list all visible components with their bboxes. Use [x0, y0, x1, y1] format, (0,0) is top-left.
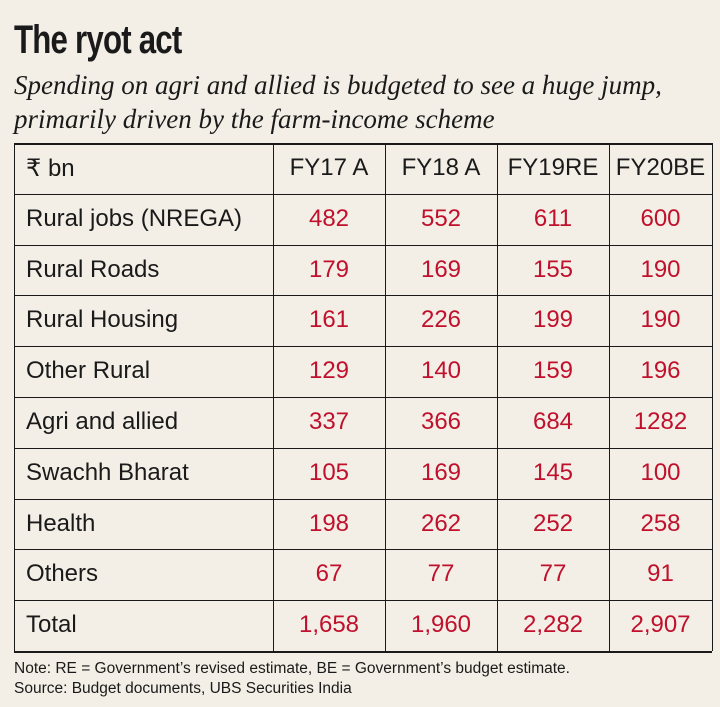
table-cell-value: 600 [640, 205, 681, 232]
table-cell-value: 190 [640, 256, 681, 283]
note-text: Note: RE = Government’s revised estimate… [14, 660, 570, 677]
table-row-rule [14, 143, 712, 145]
table-row-rule [14, 346, 712, 347]
table-cell-value: 337 [308, 408, 350, 435]
column-header: FY17 A [289, 154, 369, 181]
table-row-rule [14, 600, 712, 601]
row-label: Agri and allied [26, 408, 179, 435]
table-column-rule [14, 143, 15, 651]
table-cell-value: 2,282 [522, 611, 584, 638]
table-cell-value: 611 [533, 205, 573, 232]
table-row-rule [14, 448, 712, 449]
table-cell-value: 105 [308, 459, 350, 486]
table-cell-value: 252 [532, 510, 574, 537]
table-cell-value: 159 [532, 357, 574, 384]
column-header: FY20BE [615, 154, 706, 181]
table-cell-value: 155 [532, 256, 574, 283]
table-cell-value: 198 [308, 510, 350, 537]
table-cell-value: 100 [640, 459, 681, 486]
table-row-rule [14, 549, 712, 550]
table-cell-value: 77 [427, 560, 455, 587]
table-cell-value: 169 [420, 256, 462, 283]
table-row-rule [14, 245, 712, 246]
table-cell-value: 91 [647, 560, 674, 587]
row-label: Swachh Bharat [26, 459, 189, 486]
table-row-rule [14, 194, 712, 195]
table-column-rule [497, 143, 498, 651]
table-cell-value: 196 [640, 357, 681, 384]
row-label: Rural jobs (NREGA) [26, 205, 243, 232]
table-cell-value: 366 [420, 408, 462, 435]
table-row-rule [14, 499, 712, 500]
table-cell-value: 552 [420, 205, 462, 232]
table-cell-value: 199 [532, 306, 574, 333]
table-column-rule [385, 143, 386, 651]
chart-subtitle: Spending on agri and allied is budgeted … [14, 70, 662, 134]
table-cell-value: 1,960 [410, 611, 472, 638]
table-cell-value: 684 [532, 408, 574, 435]
row-label: Others [26, 560, 99, 587]
table-cell-value: 190 [640, 306, 681, 333]
source-text: Source: Budget documents, UBS Securities… [14, 680, 352, 697]
table-cell-value: 262 [420, 510, 462, 537]
table-cell-value: 77 [539, 560, 567, 587]
table-cell-value: 129 [308, 357, 350, 384]
table-cell-value: 179 [308, 256, 350, 283]
table-cell-value: 1282 [633, 408, 688, 435]
table-cell-value: 67 [315, 560, 343, 587]
table-column-rule [609, 143, 610, 651]
row-label: Total [26, 611, 77, 638]
row-label: Rural Roads [26, 256, 160, 283]
row-label: Other Rural [26, 357, 151, 384]
row-label: Health [26, 510, 96, 537]
chart-title: The ryot act [14, 18, 182, 62]
table-cell-value: 169 [420, 459, 462, 486]
table-column-rule [273, 143, 274, 651]
column-header: FY18 A [401, 154, 481, 181]
row-label: Rural Housing [26, 306, 179, 333]
column-header: FY19RE [507, 154, 599, 181]
table-row-rule [14, 651, 712, 653]
table-row-rule [14, 295, 712, 296]
table-cell-value: 140 [420, 357, 462, 384]
table-cell-value: 145 [532, 459, 574, 486]
table-cell-value: 1,658 [298, 611, 360, 638]
table-row-rule [14, 397, 712, 398]
table-column-rule [712, 143, 713, 651]
table-cell-value: 226 [420, 306, 462, 333]
unit-label: ₹ bn [26, 154, 75, 182]
table-cell-value: 258 [640, 510, 681, 537]
table-cell-value: 2,907 [630, 611, 691, 638]
table-cell-value: 482 [308, 205, 350, 232]
table-cell-value: 161 [308, 306, 350, 333]
